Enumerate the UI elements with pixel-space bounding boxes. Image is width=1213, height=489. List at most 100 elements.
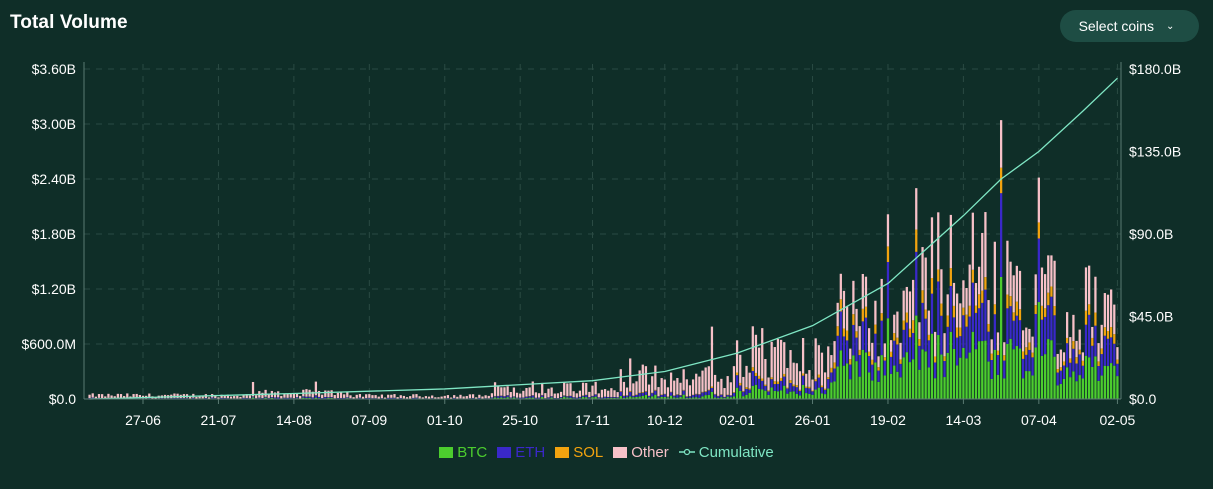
bar-segment-other: [789, 350, 792, 381]
bar-segment-btc: [990, 378, 993, 399]
bar-segment-btc: [940, 354, 943, 399]
y-right-tick-label: $90.0B: [1129, 226, 1173, 242]
bar-segment-other: [418, 396, 421, 399]
bar-segment-btc: [302, 397, 305, 399]
bar-segment-sol: [814, 379, 817, 382]
bar-segment-eth: [899, 363, 902, 378]
bar-segment-other: [456, 396, 459, 399]
bar-segment-eth: [823, 389, 827, 395]
bar-segment-eth: [814, 381, 817, 390]
bar-segment-btc: [541, 397, 544, 399]
bar-segment-eth: [651, 393, 654, 397]
bar-segment-sol: [817, 374, 820, 378]
legend-item-other[interactable]: Other: [613, 444, 669, 461]
x-tick-label: 10-12: [647, 412, 683, 428]
bar-segment-btc: [1100, 375, 1103, 399]
bar-segment-other: [933, 331, 937, 357]
bar-segment-eth: [578, 397, 582, 399]
legend-item-sol[interactable]: SOL: [555, 444, 603, 461]
bar-segment-btc: [757, 388, 761, 399]
bar-segment-btc: [827, 388, 830, 399]
bar-segment-sol: [849, 359, 852, 365]
bar-segment-other: [132, 394, 135, 398]
bar-segment-other: [399, 395, 402, 399]
bar-segment-btc: [1012, 349, 1015, 399]
bar-segment-sol: [918, 339, 921, 346]
bar-segment-sol: [1025, 347, 1028, 355]
bar-segment-btc: [1037, 302, 1040, 399]
bar-segment-btc: [1075, 381, 1078, 399]
bar-segment-sol: [993, 304, 996, 315]
bar-segment-sol: [1066, 337, 1069, 344]
bar-segment-btc: [1116, 376, 1119, 399]
bar-segment-other: [453, 395, 456, 398]
bar-segment-btc: [1034, 347, 1037, 399]
bar-segment-other: [387, 394, 390, 398]
bar-segment-eth: [754, 375, 758, 385]
bar-segment-btc: [673, 397, 676, 399]
bar-segment-other: [1015, 265, 1018, 302]
bar-segment-btc: [327, 397, 330, 399]
bar-segment-eth: [497, 396, 500, 398]
bar-segment-other: [509, 392, 512, 398]
bar-segment-eth: [742, 391, 745, 397]
legend-item-cumulative[interactable]: Cumulative: [678, 444, 774, 461]
bar-segment-btc: [638, 396, 641, 399]
bar-segment-other: [346, 392, 349, 398]
bar-segment-sol: [855, 331, 858, 338]
bar-segment-btc: [657, 397, 660, 399]
bar-segment-eth: [776, 383, 780, 392]
bar-segment-other: [242, 394, 245, 398]
bar-segment-eth: [965, 326, 968, 359]
bar-segment-other: [754, 334, 758, 373]
bar-segment-btc: [855, 361, 858, 399]
x-tick-label: 01-10: [427, 412, 463, 428]
bar-segment-other: [607, 390, 610, 397]
legend-swatch-other: [613, 446, 628, 458]
bar-segment-other: [311, 391, 314, 398]
legend-item-btc[interactable]: BTC: [439, 444, 487, 461]
legend-item-eth[interactable]: ETH: [497, 444, 545, 461]
bar-segment-btc: [635, 396, 638, 399]
bar-segment-btc: [1040, 355, 1044, 399]
bar-segment-other: [217, 397, 220, 399]
bar-segment-other: [358, 394, 362, 398]
bar-segment-btc: [314, 397, 318, 399]
bar-segment-sol: [930, 278, 934, 294]
bar-segment-eth: [258, 397, 261, 399]
bar-segment-eth: [289, 397, 292, 399]
bar-segment-eth: [547, 397, 550, 399]
bar-segment-btc: [849, 379, 852, 399]
bar-segment-eth: [779, 380, 783, 391]
bar-segment-eth: [927, 340, 930, 368]
bar-segment-other: [1110, 289, 1113, 328]
bar-segment-sol: [710, 386, 714, 388]
bar-segment-eth: [512, 396, 516, 398]
bar-segment-sol: [1097, 361, 1100, 367]
bar-segment-other: [861, 273, 864, 309]
legend-swatch-eth: [497, 446, 512, 458]
bar-segment-btc: [651, 396, 654, 399]
bar-segment-btc: [660, 396, 663, 399]
bar-segment-btc: [745, 394, 748, 399]
bar-segment-other: [176, 393, 179, 399]
bar-segment-other: [1075, 340, 1078, 358]
bar-segment-sol: [845, 330, 849, 341]
bar-segment-sol: [886, 246, 890, 263]
bar-segment-sol: [974, 305, 978, 313]
bar-segment-other: [481, 396, 484, 399]
bar-segment-sol: [641, 392, 644, 393]
select-coins-button[interactable]: Select coins ⌄: [1060, 10, 1199, 42]
bar-segment-sol: [1028, 342, 1031, 350]
bar-segment-eth: [896, 344, 899, 372]
bar-segment-eth: [676, 394, 679, 398]
bar-segment-sol: [981, 290, 984, 303]
bar-segment-sol: [1050, 286, 1053, 297]
x-tick-label: 02-01: [719, 412, 755, 428]
bar-segment-other: [273, 392, 277, 398]
bar-segment-eth: [1006, 308, 1009, 344]
bar-segment-sol: [795, 385, 798, 388]
bar-segment-other: [943, 333, 946, 357]
bar-segment-other: [223, 395, 226, 398]
